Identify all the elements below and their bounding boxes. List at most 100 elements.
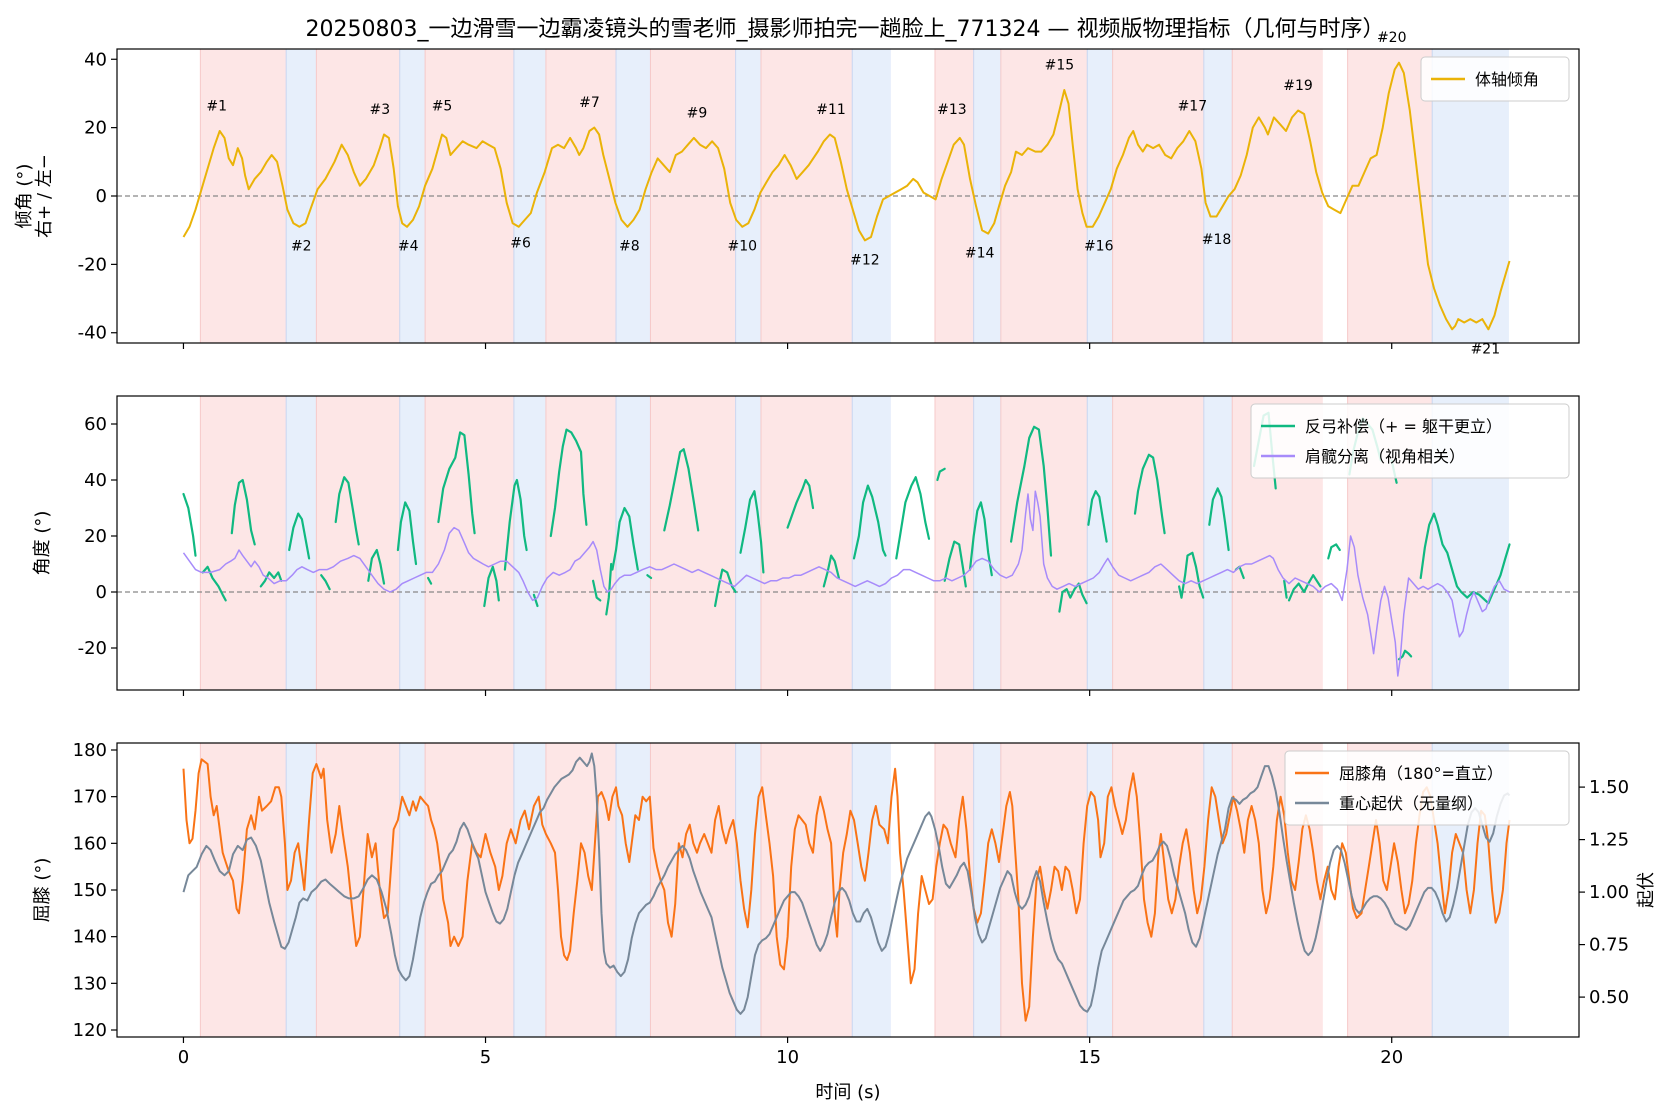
figure-title: 20250803_一边滑雪一边霸凌镜头的雪老师_摄影师拍完一趟脸上_771324… [306, 17, 1385, 42]
turn-band-red [650, 396, 736, 690]
turn-band-red [200, 743, 287, 1037]
turn-band-blue [973, 49, 1001, 343]
series-line-counter [968, 501, 993, 577]
series-line-counter [592, 579, 602, 602]
turn-band-red [761, 396, 853, 690]
legend-label: 体轴倾角 [1475, 70, 1539, 89]
legend-label: 屈膝角（180°=直立） [1339, 764, 1503, 783]
legend-box [1420, 56, 1570, 102]
turn-annotation-label: #3 [369, 102, 390, 118]
y-tick-label: 40 [84, 470, 107, 491]
turn-annotation-label: #21 [1471, 341, 1501, 357]
y-tick-label: 160 [73, 833, 107, 854]
turn-band-blue [735, 49, 762, 343]
series-line-counter [182, 492, 197, 557]
y-axis-label: 角度 (°) [32, 511, 53, 576]
series-line-counter [943, 540, 967, 588]
turn-band-red [425, 396, 514, 690]
series-line-counter [714, 568, 737, 608]
series-line-counter [852, 484, 887, 560]
series-line-counter [1087, 490, 1108, 543]
legend-label: 反弓补偿（+ = 躯干更立） [1305, 417, 1502, 436]
series-line-counter [936, 467, 946, 482]
series-line-counter [201, 565, 227, 602]
turn-annotation-label: #16 [1084, 239, 1114, 255]
turn-annotation-label: #5 [432, 99, 453, 115]
turn-band-red [425, 743, 514, 1037]
series-line-counter [427, 576, 433, 585]
turn-annotation-label: #19 [1283, 78, 1313, 94]
knee-com-panel: 0 5 10 15 20 120 130 140 150 160 170 180 0.50 0.75 1.0… [32, 740, 1657, 1068]
turn-annotation-label: #6 [510, 235, 531, 251]
turn-band-blue [735, 396, 762, 690]
turn-band-red [1000, 396, 1088, 690]
legend-box [1284, 750, 1570, 826]
series-line-counter [1208, 487, 1230, 552]
series-line-counter [1180, 551, 1205, 599]
plot-frame [116, 395, 1580, 691]
turn-band-blue [513, 743, 546, 1037]
tilt-panel: #1 #2 #3 #4 #5 #6 #7 #8 #9 #10 #11 #12 #13 #14 #15 #16 #… [14, 30, 1580, 357]
series-line-counter [367, 548, 386, 585]
y-tick-label: 140 [73, 927, 107, 948]
series-line-counter [1133, 453, 1166, 535]
turn-band-red [761, 743, 853, 1037]
series-line-counter [611, 506, 639, 571]
y-tick-label: 170 [73, 787, 107, 808]
series-line-counter [1287, 574, 1322, 602]
series-line-counter [1397, 649, 1413, 661]
y2-tick-label: 0.75 [1589, 935, 1629, 956]
series-line-counter [786, 478, 815, 529]
turn-annotation-label: #4 [398, 239, 419, 255]
series-line-counter [532, 593, 539, 608]
y-tick-label: 150 [73, 880, 107, 901]
x-tick-label: 15 [1078, 1047, 1101, 1068]
turn-annotation-label: #14 [965, 246, 995, 262]
turn-band-blue [616, 743, 651, 1037]
y2-tick-label: 1.50 [1589, 777, 1629, 798]
y-tick-label: 40 [84, 49, 107, 70]
turn-band-blue [852, 743, 891, 1037]
turn-band-red [934, 743, 974, 1037]
counter-separation-panel: -20 0 20 40 60 角度 (°) 反弓补偿（+ = 躯干更立） 肩髋分离（视角相关） [32, 395, 1580, 696]
series-line-counter [334, 476, 360, 546]
turn-band-blue [1087, 396, 1113, 690]
series-line-counter [230, 478, 256, 546]
turn-annotation-label: #20 [1377, 30, 1407, 46]
y-tick-label: 180 [73, 740, 107, 761]
series-line-knee [182, 758, 1511, 1022]
y-axis-label: 屈膝 (°) [32, 858, 53, 923]
turn-annotation-label: #9 [687, 105, 708, 121]
legend-label: 重心起伏（无量纲） [1339, 794, 1483, 813]
turn-annotation-label: #18 [1202, 232, 1232, 248]
series-line-counter [1327, 543, 1341, 560]
turn-band-blue [513, 396, 546, 690]
turn-band-red [1112, 396, 1204, 690]
y2-axis-label: 起伏 [1636, 872, 1657, 908]
turn-annotation-label: #8 [619, 239, 640, 255]
turn-annotation-label: #12 [850, 252, 880, 268]
x-tick-label: 20 [1380, 1047, 1403, 1068]
turn-annotation-label: #7 [579, 95, 600, 111]
series-line-counter [437, 431, 476, 535]
turn-annotation-label: #11 [816, 102, 846, 118]
turn-annotation-label: #2 [291, 239, 312, 255]
turn-band-blue [399, 743, 426, 1037]
y-axis-label: 右+ / 左− [34, 154, 55, 238]
y-tick-label: -40 [78, 323, 107, 344]
series-line-counter [605, 562, 613, 616]
series-line-counter [288, 512, 311, 560]
x-tick-label: 10 [776, 1047, 799, 1068]
turn-annotation-label: #1 [206, 99, 227, 115]
series-line-counter [483, 565, 500, 608]
y-tick-label: -20 [78, 638, 107, 659]
x-axis-label: 时间 (s) [815, 1082, 880, 1103]
turn-band-blue [1203, 743, 1233, 1037]
series-line-tilt [182, 61, 1511, 331]
y-tick-label: 120 [73, 1020, 107, 1041]
series-line-counter [1419, 512, 1511, 605]
series-line-counter [549, 428, 588, 538]
x-tick-label: 5 [480, 1047, 491, 1068]
turn-band-red [316, 743, 400, 1037]
